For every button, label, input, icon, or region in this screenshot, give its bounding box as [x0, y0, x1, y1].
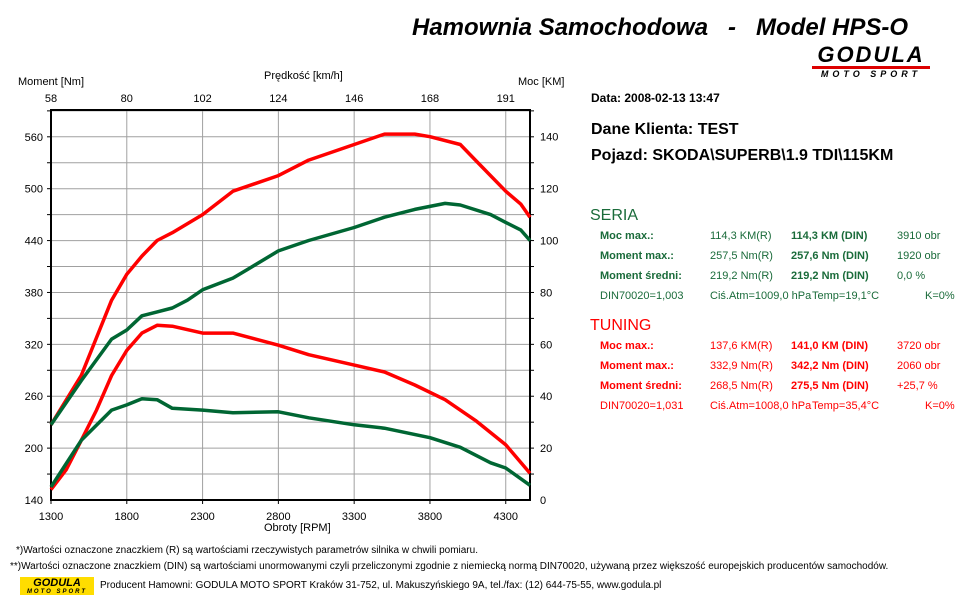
top-tick-label: 58	[45, 93, 57, 105]
top-tick-label: 146	[345, 93, 363, 105]
seria-stat-r: 257,5 Nm(R)	[710, 250, 773, 262]
seria-stat-label: Moment średni:	[600, 270, 682, 282]
vehicle-name: Pojazd: SKODA\SUPERB\1.9 TDI\115KM	[591, 147, 894, 164]
seria-cond-atm: Ciś.Atm=1009,0 hPa	[710, 290, 812, 302]
seria-stat-din: 257,6 Nm (DIN)	[791, 250, 869, 262]
seria-cond-k: K=0%	[925, 290, 955, 302]
footer-logo-text: GODULA	[33, 577, 81, 589]
tuning-stat-extra: 3720 obr	[897, 340, 941, 352]
seria-stat-label: Moment max.:	[600, 250, 674, 262]
tuning-cond-din: DIN70020=1,031	[600, 400, 684, 412]
right-tick-label: 120	[540, 184, 558, 196]
seria-stat-r: 114,3 KM(R)	[710, 230, 772, 242]
left-tick-label: 380	[25, 287, 43, 299]
seria-stat-extra: 0,0 %	[897, 270, 926, 282]
top-tick-label: 102	[193, 93, 211, 105]
page-title: Hamownia Samochodowa - Model HPS-O	[412, 14, 909, 41]
tuning-cond-temp: Temp=35,4°C	[812, 400, 880, 412]
tuning-stat-extra: 2060 obr	[897, 360, 941, 372]
footnote-r: *)Wartości oznaczone znaczkiem (R) są wa…	[16, 545, 478, 556]
left-tick-label: 320	[25, 339, 43, 351]
x-tick-label: 2300	[190, 511, 214, 523]
right-tick-label: 40	[540, 391, 552, 403]
seria-stat-extra: 1920 obr	[897, 250, 941, 262]
left-tick-label: 560	[25, 132, 43, 144]
x-tick-label: 1300	[39, 511, 63, 523]
left-tick-label: 140	[25, 495, 43, 507]
footer-logo-subtext: MOTO SPORT	[26, 589, 88, 595]
left-tick-label: 500	[25, 184, 43, 196]
right-tick-label: 80	[540, 287, 552, 299]
seria-stat-din: 219,2 Nm (DIN)	[791, 270, 869, 282]
right-axis-label: Moc [KM]	[518, 76, 565, 88]
plot-frame	[50, 109, 531, 501]
top-tick-label: 80	[121, 93, 133, 105]
seria-stat-din: 114,3 KM (DIN)	[791, 230, 868, 242]
x-tick-label: 4300	[494, 511, 518, 523]
left-tick-label: 440	[25, 236, 43, 248]
tuning-title: TUNING	[590, 317, 652, 334]
test-date: Data: 2008-02-13 13:47	[591, 91, 720, 105]
client-name: Dane Klienta: TEST	[591, 121, 739, 138]
logo-subtext: MOTO SPORT	[820, 69, 922, 79]
seria-stat-r: 219,2 Nm(R)	[710, 270, 773, 282]
tuning-stat-din: 141,0 KM (DIN)	[791, 340, 869, 352]
seria-cond-temp: Temp=19,1°C	[812, 290, 880, 302]
right-tick-label: 0	[540, 495, 546, 507]
producer-info: Producent Hamowni: GODULA MOTO SPORT Kra…	[100, 580, 662, 591]
godula-logo: GODULA MOTO SPORT	[812, 44, 930, 79]
tuning-stat-label: Moc max.:	[600, 340, 654, 352]
x-tick-label: 3300	[342, 511, 366, 523]
series-line-2	[49, 323, 532, 491]
tuning-stat-label: Moment max.:	[600, 360, 674, 372]
tuning-stat-din: 275,5 Nm (DIN)	[791, 380, 869, 392]
tuning-stat-r: 268,5 Nm(R)	[710, 380, 773, 392]
left-tick-label: 200	[25, 443, 43, 455]
footer-logo: GODULA MOTO SPORT	[20, 577, 94, 595]
x-axis-label: Obroty [RPM]	[264, 522, 331, 534]
top-tick-label: 191	[497, 93, 515, 105]
left-tick-label: 260	[25, 391, 43, 403]
tuning-stat-extra: +25,7 %	[897, 380, 938, 392]
x-tick-label: 3800	[418, 511, 442, 523]
top-tick-label: 168	[421, 93, 439, 105]
right-tick-label: 60	[540, 339, 552, 351]
tuning-cond-k: K=0%	[925, 400, 955, 412]
seria-cond-din: DIN70020=1,003	[600, 290, 684, 302]
tuning-stat-r: 332,9 Nm(R)	[710, 360, 773, 372]
left-axis-label: Moment [Nm]	[18, 76, 85, 88]
dyno-chart: 1300581800802300102280012433001463800168…	[25, 93, 559, 523]
seria-stat-label: Moc max.:	[600, 230, 654, 242]
x-tick-label: 2800	[266, 511, 290, 523]
logo-text: GODULA	[812, 44, 930, 69]
right-tick-label: 100	[540, 236, 558, 248]
top-axis-label: Prędkość [km/h]	[264, 70, 343, 82]
series-line-3	[49, 397, 532, 488]
x-tick-label: 1800	[115, 511, 139, 523]
right-tick-label: 20	[540, 443, 552, 455]
tuning-stat-din: 342,2 Nm (DIN)	[791, 360, 869, 372]
tuning-stat-r: 137,6 KM(R)	[710, 340, 773, 352]
footnote-din: **)Wartości oznaczone znaczkiem (DIN) są…	[10, 561, 889, 572]
tuning-stat-label: Moment średni:	[600, 380, 682, 392]
top-tick-label: 124	[269, 93, 287, 105]
right-tick-label: 140	[540, 132, 558, 144]
tuning-cond-atm: Ciś.Atm=1008,0 hPa	[710, 400, 812, 412]
seria-title: SERIA	[590, 207, 639, 224]
series-line-1	[49, 201, 532, 426]
seria-stat-extra: 3910 obr	[897, 230, 941, 242]
series-line-0	[49, 132, 532, 426]
